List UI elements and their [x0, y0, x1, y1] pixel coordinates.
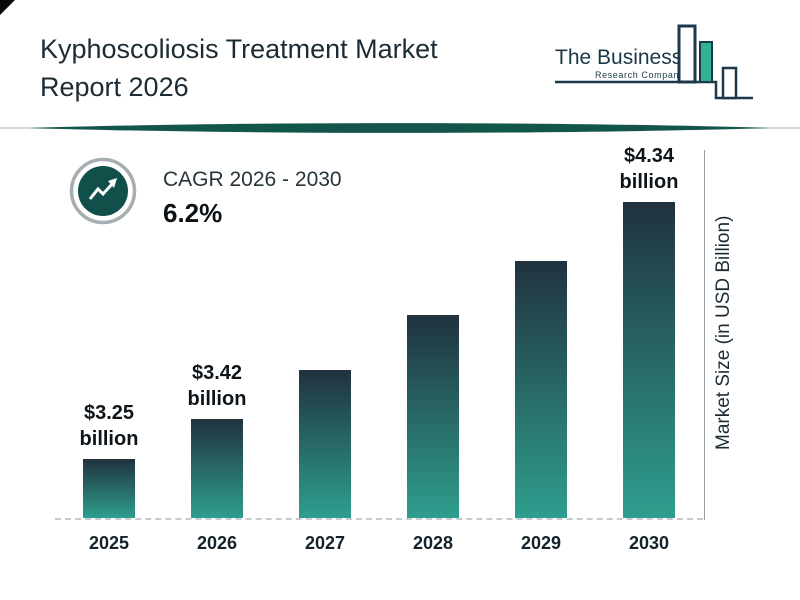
cagr-label: CAGR 2026 - 2030 [163, 168, 342, 191]
bar-2026 [191, 419, 243, 518]
bar-2025 [83, 459, 135, 518]
cagr-value: 6.2% [163, 198, 223, 228]
chart-years: 2025 2026 2027 2028 2029 2030 [55, 520, 703, 554]
y-axis-label: Market Size (in USD Billion) [713, 215, 734, 451]
bar-column-2027 [271, 370, 379, 518]
logo-chart-icon: The Business Research Company [555, 24, 753, 100]
bar-2027 [299, 370, 351, 518]
bar-2030 [623, 202, 675, 518]
bar-column-2030: $4.34 billion [595, 143, 703, 518]
bar-column-2026: $3.42 billion [163, 360, 271, 518]
page-title: Kyphoscoliosis Treatment Market Report 2… [40, 30, 520, 106]
bar-value-label-2026: $3.42 billion [187, 362, 247, 410]
x-tick-2027: 2027 [304, 533, 346, 553]
bar-column-2025: $3.25 billion [55, 400, 163, 518]
company-logo: The Business Research Company [553, 24, 758, 114]
cagr-text-block: CAGR 2026 - 2030 6.2% [163, 168, 342, 229]
x-tick-2028: 2028 [412, 533, 454, 553]
corner-mark [0, 0, 15, 15]
trend-up-icon [69, 157, 137, 225]
chart-columns: $3.25 billion $3.42 billion $4.34 billion [55, 143, 703, 520]
logo-name: The Business [555, 46, 682, 69]
y-axis-line [704, 150, 705, 520]
x-tick-2029: 2029 [520, 533, 562, 553]
cagr-badge [68, 156, 138, 226]
divider-swoosh [0, 120, 800, 136]
bar-value-label-2030: $4.34 billion [619, 145, 679, 193]
bar-2028 [407, 315, 459, 518]
bar-2029 [515, 261, 567, 518]
logo-subtitle: Research Company [595, 70, 684, 80]
bar-value-label-2025: $3.25 billion [79, 402, 139, 450]
page-title-line2: Report 2026 [40, 72, 189, 102]
x-tick-2026: 2026 [196, 533, 238, 553]
bar-column-2028 [379, 315, 487, 518]
x-tick-2025: 2025 [88, 533, 130, 553]
page-title-line1: Kyphoscoliosis Treatment Market [40, 34, 438, 64]
bar-column-2029 [487, 261, 595, 518]
bar-chart: $3.25 billion $3.42 billion $4.34 billion … [55, 143, 703, 554]
x-tick-2030: 2030 [628, 533, 670, 553]
divider-swoosh-icon [0, 123, 800, 133]
